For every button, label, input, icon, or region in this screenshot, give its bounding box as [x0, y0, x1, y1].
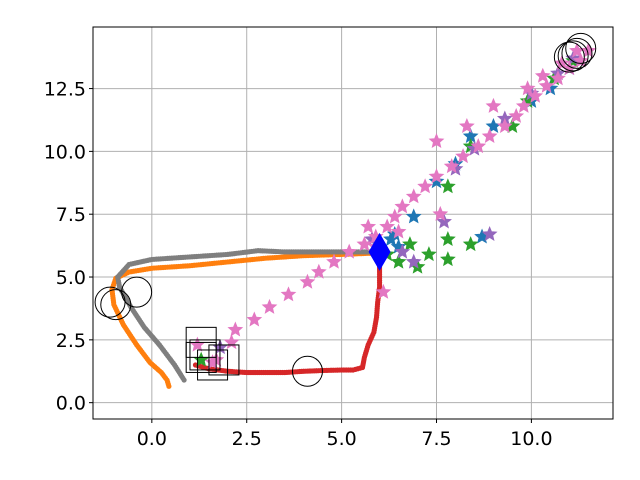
- square-point: [197, 349, 229, 381]
- square-point: [185, 341, 217, 373]
- star-point: [390, 223, 407, 239]
- circle-point: [291, 355, 323, 387]
- star-point: [508, 107, 525, 123]
- star-point: [394, 198, 411, 214]
- plot-frame: [92, 26, 614, 420]
- y-tick-label: 5.0: [56, 267, 86, 289]
- star-point: [405, 188, 422, 204]
- star-point: [481, 226, 498, 242]
- star-point: [534, 67, 551, 83]
- star-point: [280, 286, 297, 302]
- star-point: [440, 178, 456, 194]
- series-8-square: [185, 326, 240, 381]
- series-2-dot: [115, 248, 379, 383]
- star-point: [538, 77, 555, 93]
- star-point: [462, 236, 479, 252]
- series-7-diamond: [368, 232, 391, 271]
- star-point: [421, 246, 437, 262]
- star-point: [485, 97, 502, 113]
- star-point: [428, 168, 445, 184]
- star-point: [402, 236, 418, 252]
- star-point: [481, 128, 498, 144]
- star-point: [428, 173, 445, 189]
- star-point: [496, 117, 513, 133]
- circle-point: [565, 32, 597, 64]
- star-point: [375, 283, 392, 299]
- star-point: [470, 138, 487, 154]
- star-point: [356, 236, 373, 252]
- star-point: [519, 80, 536, 96]
- star-point: [553, 55, 570, 71]
- data-layer: [94, 32, 597, 389]
- star-point: [405, 208, 422, 224]
- circle-point: [553, 41, 585, 73]
- circle-point: [561, 37, 593, 69]
- y-tick-label: 12.5: [44, 79, 86, 101]
- diamond-point: [368, 232, 391, 271]
- x-tick-label: 0.0: [137, 428, 167, 450]
- series-1-dot: [192, 250, 383, 376]
- star-point: [386, 208, 403, 224]
- star-point: [405, 253, 422, 269]
- star-point: [360, 218, 377, 234]
- star-point: [390, 253, 407, 269]
- series-9-circle: [94, 32, 597, 387]
- star-point: [417, 178, 433, 194]
- square-point: [189, 339, 221, 371]
- star-point: [515, 97, 532, 113]
- circle-point: [557, 40, 589, 72]
- star-point: [440, 251, 456, 267]
- x-tick-label: 2.5: [232, 428, 262, 450]
- circle-point: [100, 289, 132, 321]
- star-point: [572, 52, 589, 68]
- x-tick-label: 5.0: [327, 428, 357, 450]
- star-point: [379, 218, 396, 234]
- star-point: [432, 205, 449, 221]
- star-point: [440, 231, 456, 247]
- x-tick-label: 7.5: [421, 428, 451, 450]
- y-tick-label: 10.0: [44, 141, 86, 163]
- star-point: [436, 213, 452, 229]
- y-axis-ticks: 0.0 2.5 5.0 7.5 10.0 12.5: [44, 79, 93, 415]
- star-point: [443, 158, 460, 174]
- star-point: [326, 253, 342, 269]
- square-point: [208, 344, 240, 376]
- star-point: [569, 42, 585, 58]
- star-point: [455, 148, 471, 164]
- y-tick-label: 0.0: [56, 393, 86, 415]
- star-point: [310, 263, 327, 279]
- star-point: [527, 87, 544, 103]
- x-tick-label: 10.0: [510, 428, 552, 450]
- star-point: [458, 117, 475, 133]
- star-point: [550, 70, 566, 86]
- star-point: [227, 321, 244, 337]
- y-tick-label: 2.5: [56, 330, 86, 352]
- star-point: [428, 133, 445, 149]
- star-point: [261, 298, 278, 314]
- star-point: [299, 273, 316, 289]
- star-point: [341, 243, 358, 259]
- y-tick-label: 7.5: [56, 204, 86, 226]
- star-point: [394, 243, 411, 259]
- star-point: [246, 311, 263, 327]
- x-axis-ticks: 0.0 2.5 5.0 7.5 10.0: [137, 419, 553, 450]
- circle-point: [121, 276, 153, 308]
